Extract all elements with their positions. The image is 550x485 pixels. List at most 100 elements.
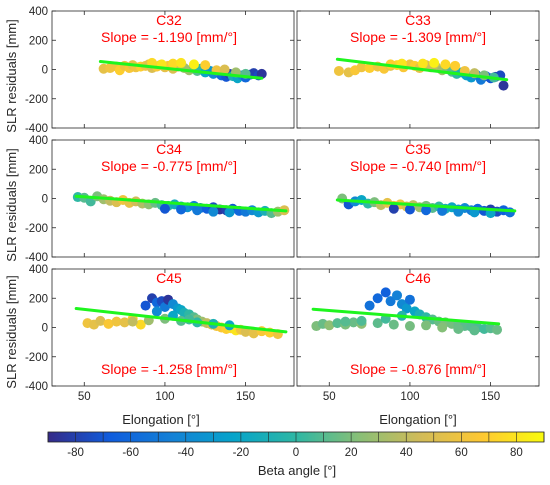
- colorbar-tick-label: -80: [67, 447, 84, 459]
- x-tick-label: 50: [323, 391, 336, 403]
- data-point: [492, 324, 503, 335]
- y-axis-label-top: SLR residuals [mm]: [4, 19, 19, 132]
- data-point: [324, 320, 335, 331]
- colorbar-tick-label: 0: [293, 447, 299, 459]
- data-point: [159, 203, 170, 214]
- colorbar-label: Beta angle [°]: [258, 463, 336, 478]
- slope-annotation: Slope = -0.876 [mm/°]: [350, 361, 486, 377]
- data-point: [450, 60, 461, 71]
- slope-annotation: Slope = -1.190 [mm/°]: [101, 29, 237, 45]
- data-point: [404, 321, 415, 332]
- y-tick-label: 0: [42, 65, 48, 77]
- regression-line: [74, 194, 288, 213]
- data-point: [437, 322, 448, 333]
- y-tick-label: -200: [25, 223, 48, 235]
- y-tick-label: 0: [42, 323, 48, 335]
- data-point: [224, 207, 235, 218]
- data-point: [192, 205, 203, 216]
- data-point: [103, 318, 114, 329]
- x-axis-label-right: Elongation [°]: [379, 412, 456, 427]
- x-tick-label: 50: [78, 391, 91, 403]
- data-point: [372, 318, 383, 329]
- y-tick-label: 400: [29, 6, 48, 18]
- data-point: [364, 63, 375, 74]
- data-point: [176, 57, 187, 68]
- y-tick-label: -400: [25, 252, 48, 264]
- regression-line: [98, 59, 264, 80]
- data-point: [140, 300, 151, 311]
- slope-annotation: Slope = -0.740 [mm/°]: [350, 158, 486, 174]
- data-point: [417, 58, 428, 69]
- regression-line: [335, 57, 509, 82]
- data-point: [469, 325, 480, 336]
- panel-title: C46: [405, 270, 431, 286]
- data-point: [504, 207, 515, 218]
- data-point: [111, 316, 122, 327]
- x-tick-label: 150: [481, 391, 500, 403]
- y-tick-label: 400: [29, 135, 48, 147]
- data-point: [248, 328, 259, 339]
- colorbar-tick-label: -20: [233, 447, 250, 459]
- data-point: [498, 80, 509, 91]
- y-tick-label: 0: [42, 194, 48, 206]
- data-point: [404, 204, 415, 215]
- y-tick-label: -400: [25, 381, 48, 393]
- data-point: [127, 316, 138, 327]
- data-point: [437, 205, 448, 216]
- slope-annotation: Slope = -1.258 [mm/°]: [101, 361, 237, 377]
- data-point: [356, 62, 367, 73]
- regression-line: [335, 198, 517, 213]
- regression-line: [74, 306, 288, 334]
- panel-title: C33: [405, 12, 431, 28]
- x-tick-label: 150: [236, 391, 255, 403]
- panel-title: C34: [156, 141, 182, 157]
- panel-title: C45: [156, 270, 182, 286]
- panel-c46: 50 100 150 C46 Slope = -0.876 [mm/°]: [296, 268, 540, 403]
- x-tick-label: 100: [400, 391, 419, 403]
- data-point: [176, 204, 187, 215]
- data-point: [356, 315, 367, 326]
- y-tick-label: -400: [25, 123, 48, 135]
- data-point: [453, 323, 464, 334]
- y-tick-label: -200: [25, 352, 48, 364]
- y-axis-label-bottom: SLR residuals [mm]: [4, 275, 19, 388]
- data-point: [208, 206, 219, 217]
- data-point: [348, 317, 359, 328]
- colorbar-tick-label: -60: [122, 447, 139, 459]
- data-point: [188, 59, 199, 70]
- data-point: [332, 318, 343, 329]
- data-point: [388, 319, 399, 330]
- data-point: [151, 306, 162, 317]
- data-point: [168, 58, 178, 69]
- x-axis-label-left: Elongation [°]: [122, 412, 199, 427]
- scatter-points: [311, 287, 503, 336]
- panel-c45: 400 200 0 -200 -400 50 100 150 C45 Slope = -1.258…: [25, 264, 295, 403]
- colorbar-tick-label: 60: [455, 447, 468, 459]
- y-tick-label: 400: [29, 264, 48, 276]
- regression-line: [311, 307, 501, 326]
- y-tick-label: 200: [29, 164, 48, 176]
- data-point: [219, 64, 230, 75]
- data-point: [200, 60, 211, 71]
- data-point: [333, 65, 344, 76]
- y-tick-label: -200: [25, 94, 48, 106]
- data-point: [401, 303, 412, 314]
- colorbar-tick-label: -40: [177, 447, 194, 459]
- data-point: [340, 316, 351, 327]
- colorbar-tick-label: 20: [345, 447, 358, 459]
- data-point: [380, 287, 391, 298]
- data-point: [135, 319, 146, 330]
- data-point: [95, 315, 106, 326]
- data-point: [421, 205, 432, 216]
- data-point: [392, 290, 403, 301]
- data-point: [453, 206, 464, 217]
- x-tick-label: 100: [155, 391, 174, 403]
- data-point: [404, 294, 415, 305]
- colorbar-tick-label: 80: [510, 447, 523, 459]
- panel-title: C35: [405, 141, 431, 157]
